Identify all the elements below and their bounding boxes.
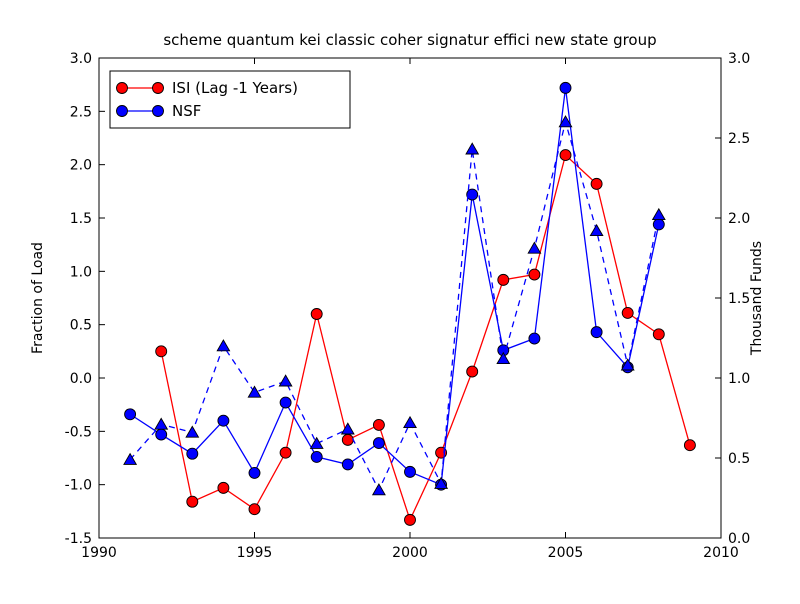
series-isi-marker <box>466 365 479 378</box>
series-unlabeled-dashed-marker <box>434 476 449 489</box>
y-tick-label-left: 1.0 <box>70 264 92 280</box>
series-nsf-marker <box>155 428 168 441</box>
series-unlabeled-dashed-marker <box>620 358 635 371</box>
series-unlabeled-dashed-marker <box>185 425 200 438</box>
series-isi-marker <box>310 308 323 320</box>
series-isi-marker <box>652 328 665 341</box>
series-isi-line <box>160 153 691 522</box>
legend-marker <box>152 105 164 117</box>
y-axis-label-left: Fraction of Load <box>30 242 46 354</box>
series-isi-marker <box>621 306 634 319</box>
series-isi-marker <box>155 345 168 358</box>
series-unlabeled-dashed-marker <box>558 115 573 128</box>
series-unlabeled-dashed-marker <box>651 207 666 221</box>
series-nsf-marker <box>124 408 137 421</box>
series-unlabeled-dashed-marker <box>496 351 511 365</box>
y-tick-label-left: -0.5 <box>65 424 92 440</box>
y-tick-label-left: 0.5 <box>70 318 92 334</box>
series-isi-marker <box>186 495 199 508</box>
x-tick-label: 2005 <box>548 545 584 561</box>
series-unlabeled-dashed-marker <box>589 223 604 237</box>
series-unlabeled-dashed-marker <box>278 374 293 387</box>
series-unlabeled-dashed-marker <box>309 436 324 449</box>
series-nsf-marker <box>248 466 261 479</box>
series-nsf-marker <box>559 81 572 94</box>
y-tick-label-right: 2.0 <box>728 211 750 227</box>
series-unlabeled-dashed-marker <box>403 415 417 429</box>
series-unlabeled-dashed-marker <box>340 422 355 435</box>
series-isi-marker <box>217 481 230 494</box>
y-tick-label-right: 0.0 <box>728 531 750 547</box>
series-nsf-marker <box>217 414 230 427</box>
series-nsf-marker <box>279 396 292 409</box>
y-tick-label-left: 2.5 <box>70 104 92 120</box>
series-isi-marker <box>341 433 354 446</box>
series-nsf-marker <box>590 326 603 339</box>
series-unlabeled-dashed-marker <box>154 417 169 430</box>
legend-marker <box>116 82 128 94</box>
y-tick-label-left: 2.0 <box>70 158 92 174</box>
y-tick-label-left: 0.0 <box>70 371 92 387</box>
legend-label: NSF <box>172 102 201 120</box>
series-unlabeled-dashed-line <box>129 119 660 492</box>
series-isi-marker <box>497 273 510 286</box>
y-tick-label-left: 3.0 <box>70 51 92 67</box>
legend-marker <box>152 82 164 94</box>
series-nsf-marker <box>310 450 323 463</box>
series-isi-marker <box>279 446 292 459</box>
y-tick-label-left: 1.5 <box>70 211 92 227</box>
legend-box <box>109 70 351 129</box>
plot-box <box>98 57 722 539</box>
x-tick-label: 2010 <box>703 545 739 561</box>
series-nsf-marker <box>652 218 665 231</box>
series-isi-marker <box>683 439 696 452</box>
series-unlabeled-dashed-marker <box>371 483 386 496</box>
legend-label: ISI (Lag -1 Years) <box>172 79 298 97</box>
x-tick-label: 1990 <box>81 545 117 561</box>
y-tick-label-left: -1.5 <box>65 531 92 547</box>
series-isi-marker <box>559 149 572 162</box>
series-isi-marker <box>372 418 385 431</box>
series-nsf-line <box>129 87 660 486</box>
y-tick-label-right: 0.5 <box>728 451 750 467</box>
y-tick-label-right: 3.0 <box>728 51 750 67</box>
series-unlabeled-dashed-marker <box>465 142 480 155</box>
series-unlabeled-dashed-marker <box>247 385 262 398</box>
series-isi-marker <box>404 513 416 526</box>
series-nsf-marker <box>186 447 199 460</box>
y-tick-label-right: 1.5 <box>728 291 750 307</box>
series-isi-marker <box>528 268 541 281</box>
y-tick-label-left: -1.0 <box>65 478 92 494</box>
series-isi-marker <box>590 177 603 190</box>
y-tick-label-right: 2.5 <box>728 131 750 147</box>
y-tick-label-right: 1.0 <box>728 371 750 387</box>
series-nsf-marker <box>372 437 385 450</box>
series-unlabeled-dashed-marker <box>123 452 138 465</box>
x-tick-label: 2000 <box>392 545 428 561</box>
series-isi-marker <box>248 503 261 516</box>
series-nsf-marker <box>466 188 479 201</box>
chart-title: scheme quantum kei classic coher signatu… <box>163 31 656 49</box>
y-axis-label-right: Thousand Funds <box>749 241 765 356</box>
series-nsf-marker <box>404 465 416 478</box>
series-nsf-marker <box>341 458 354 471</box>
x-tick-label: 1995 <box>237 545 273 561</box>
series-nsf-marker <box>528 332 541 345</box>
series-unlabeled-dashed-marker <box>527 241 542 254</box>
series-unlabeled-dashed-marker <box>216 339 231 352</box>
legend-marker <box>116 105 128 117</box>
